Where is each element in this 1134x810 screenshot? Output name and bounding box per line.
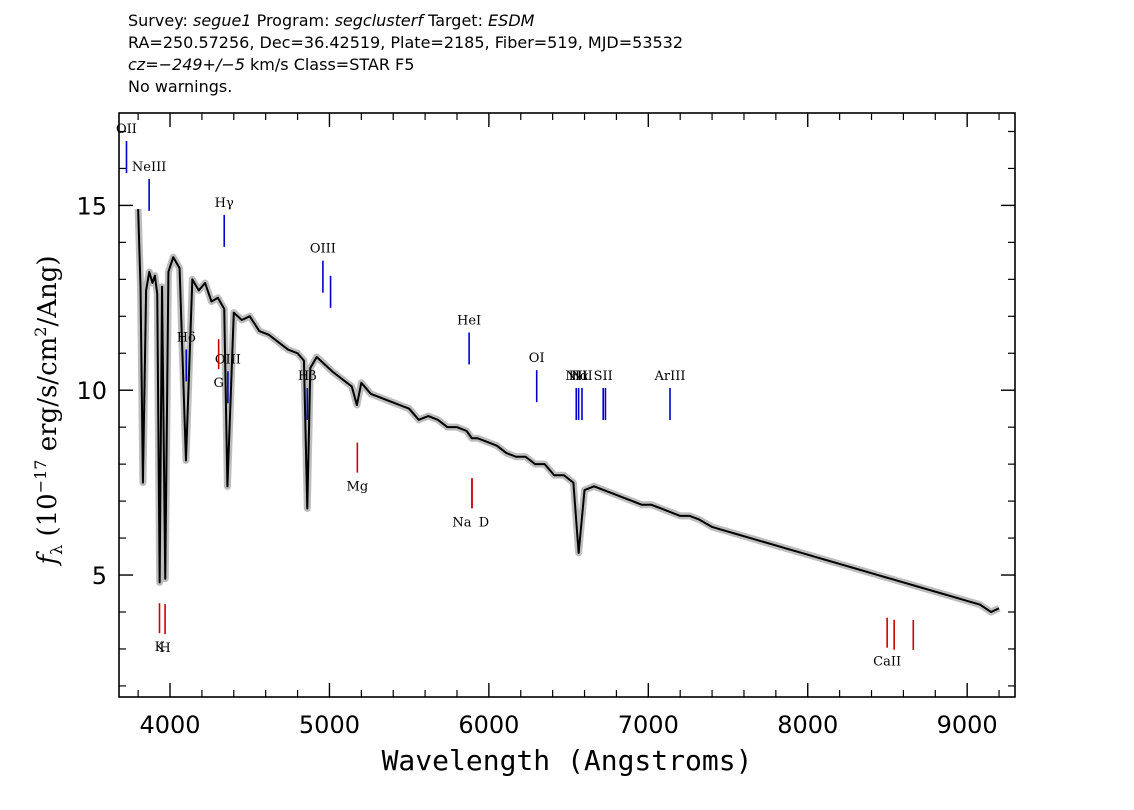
y-tick-label: 10 xyxy=(76,377,107,405)
emission-line-label: Hγ xyxy=(215,196,234,211)
emission-line-label: NII xyxy=(571,369,593,384)
emission-line-label: OII xyxy=(116,122,137,137)
header-line-4: No warnings. xyxy=(128,77,233,96)
plot-frame xyxy=(118,112,1016,698)
emission-line-label: OI xyxy=(529,351,545,366)
emission-line-label: NeIII xyxy=(132,160,166,175)
y-label-tail: /Ang) xyxy=(33,255,63,326)
y-label-sub: λ xyxy=(47,545,66,555)
x-axis-label: Wavelength (Angstroms) xyxy=(382,744,753,777)
absorption-line-label: CaII xyxy=(873,655,901,670)
target-label: Target: xyxy=(428,11,483,30)
emission-line-label: Hδ xyxy=(177,330,196,345)
spectrum-flux-line xyxy=(137,209,1000,613)
x-tick-label: 8000 xyxy=(777,711,838,739)
emission-line-label: OIII xyxy=(310,242,336,257)
y-tick-label: 5 xyxy=(92,562,107,590)
program-value: segclusterf xyxy=(334,11,423,30)
x-tick-label: 5000 xyxy=(299,711,360,739)
target-value: ESDM xyxy=(488,11,535,30)
spectrum-error-band xyxy=(134,208,1001,616)
y-label-exp: −17 xyxy=(31,460,50,494)
x-tick-label: 7000 xyxy=(618,711,679,739)
emission-line-label: Hα xyxy=(569,369,589,384)
emission-line-label: ArIII xyxy=(653,369,685,384)
x-tick-label: 4000 xyxy=(139,711,200,739)
y-label-rest: (10 xyxy=(33,493,63,545)
y-axis-label: fλ (10−17 erg/s/cm2/Ang) xyxy=(31,255,66,566)
spectrum-header: Survey: segue1 Program: segclusterf Targ… xyxy=(128,10,683,98)
emission-line-label: SII xyxy=(594,369,613,384)
header-line-2: RA=250.57256, Dec=36.42519, Plate=2185, … xyxy=(128,33,684,52)
survey-value: segue1 xyxy=(192,11,252,30)
x-tick-label: 6000 xyxy=(458,711,519,739)
absorption-line-label: G xyxy=(213,376,223,391)
emission-line-label: OIII xyxy=(215,352,241,367)
y-tick-label: 15 xyxy=(76,192,107,220)
emission-line-label: Hβ xyxy=(298,369,317,384)
survey-label: Survey: xyxy=(128,11,188,30)
absorption-line-label: D xyxy=(479,515,489,530)
ticks-layer: 4000 5000 6000 7000 8000 9000 5 10 15 xyxy=(76,113,1015,739)
x-tick-label: 9000 xyxy=(937,711,998,739)
y-label-exp2: 2 xyxy=(31,327,50,337)
cz-label: cz= xyxy=(128,55,159,74)
emission-line-label: NII xyxy=(565,369,587,384)
header-line-1: Survey: segue1 Program: segclusterf Targ… xyxy=(128,10,683,32)
spectrum-layer xyxy=(134,208,1001,616)
absorption-line-label: Mg xyxy=(347,480,369,495)
cz-value: −249+/−5 xyxy=(158,55,245,74)
absorption-line-label: Na xyxy=(452,515,471,530)
program-label: Program: xyxy=(256,11,330,30)
absorption-line-label: K xyxy=(155,640,165,655)
header-line-3: cz=−249+/−5 km/s Class=STAR F5 xyxy=(128,54,683,76)
absorption-line-label: H xyxy=(159,641,170,656)
cz-rest: km/s Class=STAR F5 xyxy=(244,55,415,74)
emission-line-label: HeI xyxy=(457,313,481,328)
y-label-units: erg/s/cm xyxy=(33,337,63,460)
